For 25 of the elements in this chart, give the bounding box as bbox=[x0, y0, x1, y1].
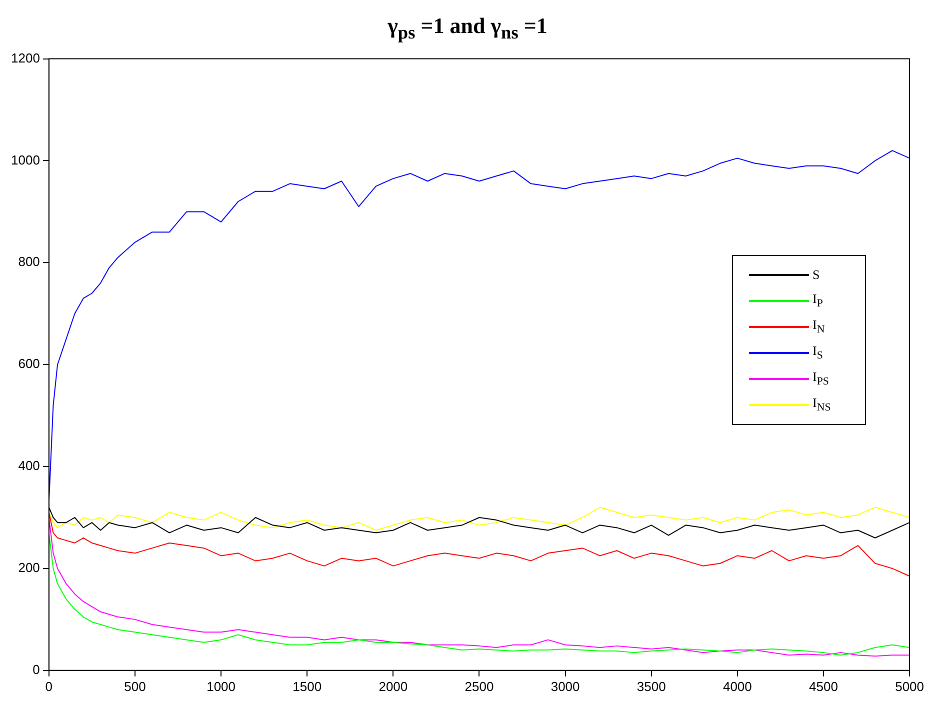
x-tick-label: 2500 bbox=[464, 678, 494, 694]
chart-title: γ$_{ps}$ =1 and γ$_{ns}$ =1 bbox=[386, 12, 548, 44]
y-tick-label: 1000 bbox=[11, 152, 40, 168]
x-tick-label: 1500 bbox=[292, 678, 322, 694]
x-tick-label: 500 bbox=[124, 678, 146, 694]
legend-label: I$_{PS}$ bbox=[812, 369, 829, 388]
x-tick-label: 3000 bbox=[550, 678, 580, 694]
x-tick-label: 4500 bbox=[809, 678, 838, 694]
legend-label: S bbox=[812, 266, 820, 282]
y-tick-label: 600 bbox=[18, 356, 40, 372]
y-tick-label: 400 bbox=[18, 458, 40, 474]
x-tick-label: 1000 bbox=[206, 678, 236, 694]
y-tick-label: 0 bbox=[32, 662, 40, 677]
x-tick-label: 4000 bbox=[722, 678, 752, 694]
x-tick-label: 2000 bbox=[378, 678, 408, 694]
legend-label: I$_{P}$ bbox=[812, 291, 823, 310]
y-tick-label: 800 bbox=[18, 254, 40, 270]
legend-label: I$_{S}$ bbox=[812, 343, 823, 362]
y-tick-label: 200 bbox=[18, 560, 40, 576]
legend-label: I$_{N}$ bbox=[812, 317, 825, 336]
x-tick-label: 5000 bbox=[895, 678, 924, 694]
y-tick-label: 1200 bbox=[11, 50, 40, 66]
x-tick-label: 3500 bbox=[636, 678, 666, 694]
x-tick-label: 0 bbox=[45, 678, 53, 694]
legend-label: I$_{NS}$ bbox=[812, 395, 831, 414]
